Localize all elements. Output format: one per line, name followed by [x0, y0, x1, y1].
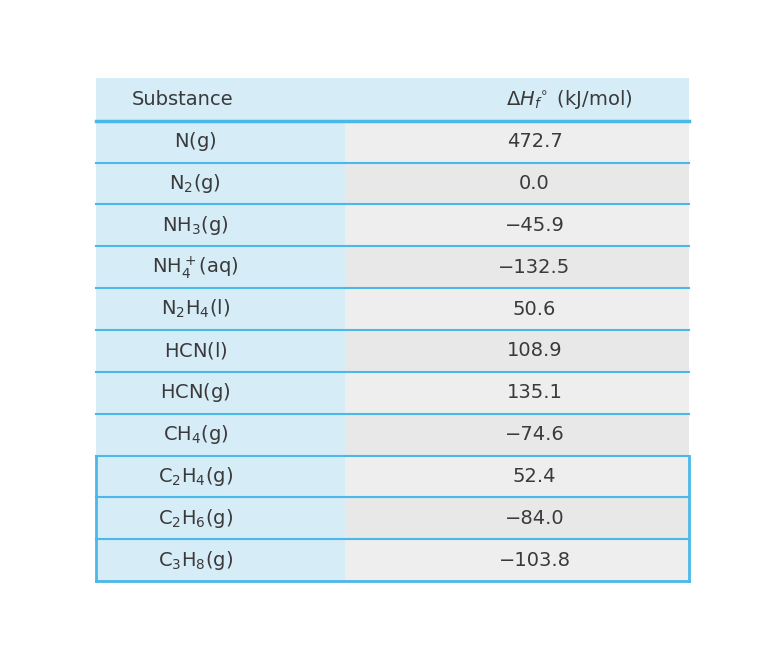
Text: $\mathrm{HCN(l)}$: $\mathrm{HCN(l)}$	[164, 340, 228, 362]
Text: 52.4: 52.4	[512, 467, 556, 486]
Bar	[96, 372, 345, 414]
Text: 108.9: 108.9	[506, 342, 562, 360]
Text: −103.8: −103.8	[499, 550, 571, 569]
Text: 0.0: 0.0	[519, 174, 550, 193]
Bar	[345, 246, 689, 288]
Text: $\mathrm{N_2H_4(l)}$: $\mathrm{N_2H_4(l)}$	[161, 298, 230, 320]
Text: $\mathrm{N(g)}$: $\mathrm{N(g)}$	[174, 130, 217, 153]
Text: $\mathrm{C_2H_6(g)}$: $\mathrm{C_2H_6(g)}$	[158, 507, 233, 530]
Text: $\mathrm{CH_4(g)}$: $\mathrm{CH_4(g)}$	[162, 423, 228, 446]
Bar	[345, 498, 689, 539]
Bar	[345, 539, 689, 581]
Bar	[96, 414, 345, 456]
Bar	[96, 246, 345, 288]
Bar	[345, 456, 689, 498]
Text: −132.5: −132.5	[499, 258, 571, 277]
Bar	[345, 414, 689, 456]
Text: 135.1: 135.1	[506, 383, 562, 402]
Text: $\mathrm{C_3H_8(g)}$: $\mathrm{C_3H_8(g)}$	[158, 549, 233, 572]
Bar	[345, 121, 689, 163]
Text: −74.6: −74.6	[505, 425, 565, 444]
Text: $\Delta \it{H}_f\!^\circ$ (kJ/mol): $\Delta \it{H}_f\!^\circ$ (kJ/mol)	[506, 88, 632, 111]
Bar	[96, 539, 345, 581]
Bar	[96, 456, 345, 498]
Text: $\mathrm{NH_3(g)}$: $\mathrm{NH_3(g)}$	[162, 214, 229, 237]
Bar	[96, 163, 345, 204]
Text: −84.0: −84.0	[505, 509, 565, 528]
Bar	[96, 498, 345, 539]
Text: 472.7: 472.7	[506, 132, 562, 151]
Text: −45.9: −45.9	[505, 216, 565, 235]
Bar	[345, 204, 689, 246]
Bar	[96, 288, 345, 330]
Bar	[345, 372, 689, 414]
Text: $\mathrm{C_2H_4(g)}$: $\mathrm{C_2H_4(g)}$	[158, 465, 233, 488]
Bar	[345, 330, 689, 372]
Text: $\mathrm{N_2(g)}$: $\mathrm{N_2(g)}$	[169, 172, 221, 195]
Bar	[345, 163, 689, 204]
Text: 50.6: 50.6	[512, 300, 556, 319]
Text: $\mathrm{HCN(g)}$: $\mathrm{HCN(g)}$	[160, 381, 231, 404]
Bar	[96, 121, 345, 163]
Bar	[345, 288, 689, 330]
Bar	[96, 330, 345, 372]
Bar	[96, 204, 345, 246]
Bar	[96, 78, 689, 121]
Text: Substance: Substance	[133, 90, 234, 109]
Text: $\mathrm{NH_4^+(aq)}$: $\mathrm{NH_4^+(aq)}$	[152, 254, 239, 281]
